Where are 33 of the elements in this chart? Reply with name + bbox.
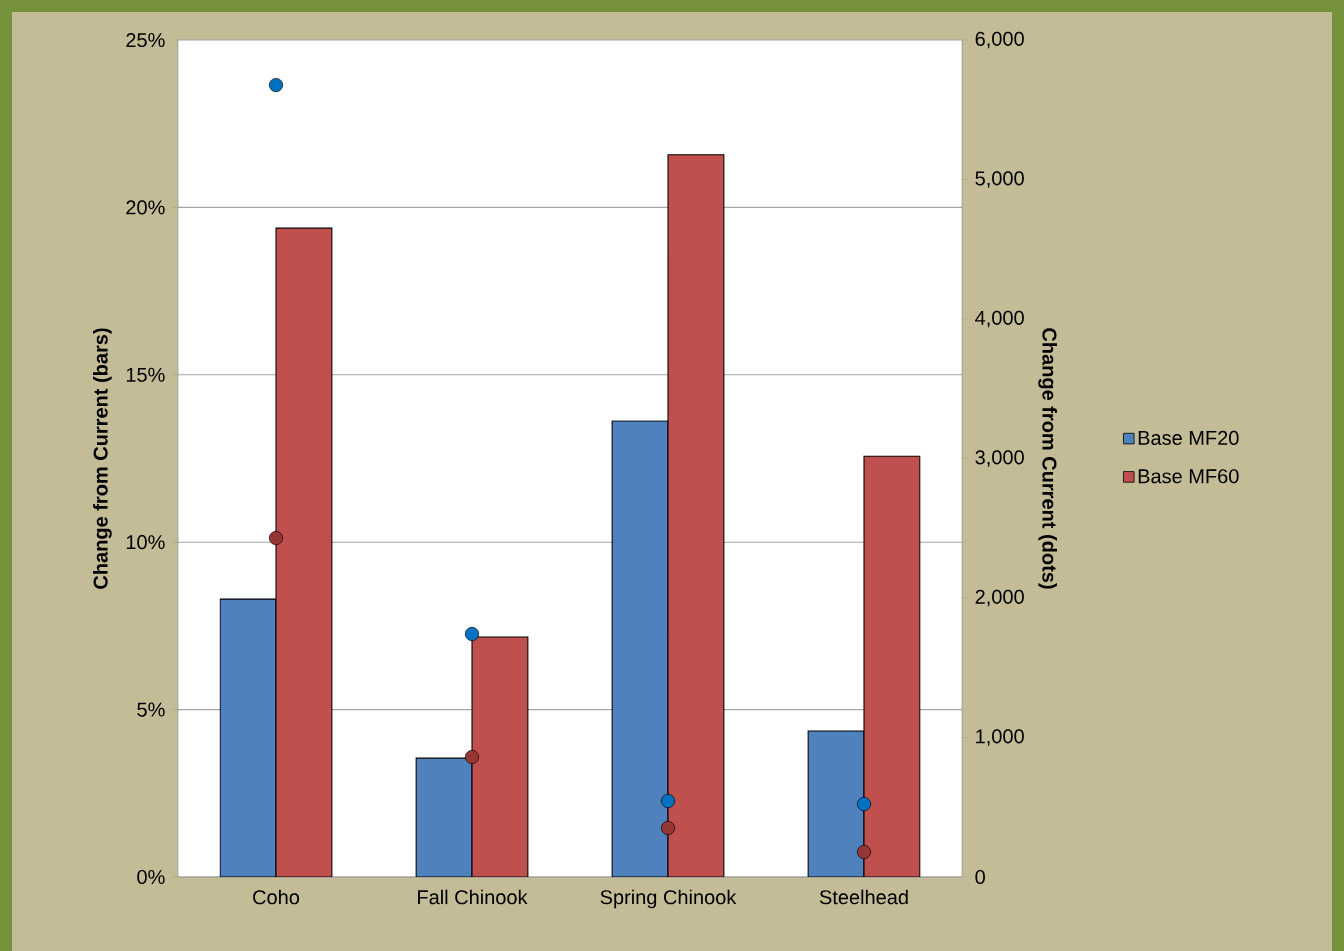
x-tick-label: Fall Chinook <box>418 889 528 905</box>
point <box>857 797 872 812</box>
point <box>269 531 284 546</box>
bar <box>667 154 725 877</box>
y2-tick-label: 5,000 <box>975 171 1024 188</box>
x-tick-label: Coho <box>253 889 300 905</box>
x-tick-label: Steelhead <box>819 889 908 905</box>
legend-label: Base MF20 <box>1138 430 1239 446</box>
bar <box>863 455 921 877</box>
y-tick-label: 5% <box>137 702 165 717</box>
point <box>465 626 480 641</box>
bar <box>471 636 529 877</box>
x-tick-label: Spring Chinook <box>600 889 737 909</box>
legend-label: Base MF60 <box>1138 469 1239 484</box>
y2-tick-label: 0 <box>975 869 985 885</box>
y-tick-label: 25% <box>126 32 165 48</box>
y-tick-label: 0% <box>137 869 165 885</box>
y2-tick-label: 4,000 <box>975 310 1024 328</box>
bar <box>275 227 333 877</box>
y2-tick-label: 3,000 <box>975 450 1024 467</box>
y-tick-label: 20% <box>126 200 165 215</box>
point <box>269 78 284 93</box>
y-axis-title: Change from Current (bars) <box>93 328 112 589</box>
point <box>857 845 872 860</box>
y-tick-label: 15% <box>126 367 165 382</box>
y2-tick-label: 2,000 <box>975 589 1024 607</box>
y-tick-label: 10% <box>126 535 165 550</box>
y2-axis-title: Change from Current (dots) <box>1038 328 1058 589</box>
point <box>661 821 676 836</box>
point <box>465 750 480 765</box>
y2-tick-label: 1,000 <box>976 729 1024 746</box>
y2-tick-label: 6,000 <box>975 31 1024 49</box>
point <box>661 793 676 808</box>
